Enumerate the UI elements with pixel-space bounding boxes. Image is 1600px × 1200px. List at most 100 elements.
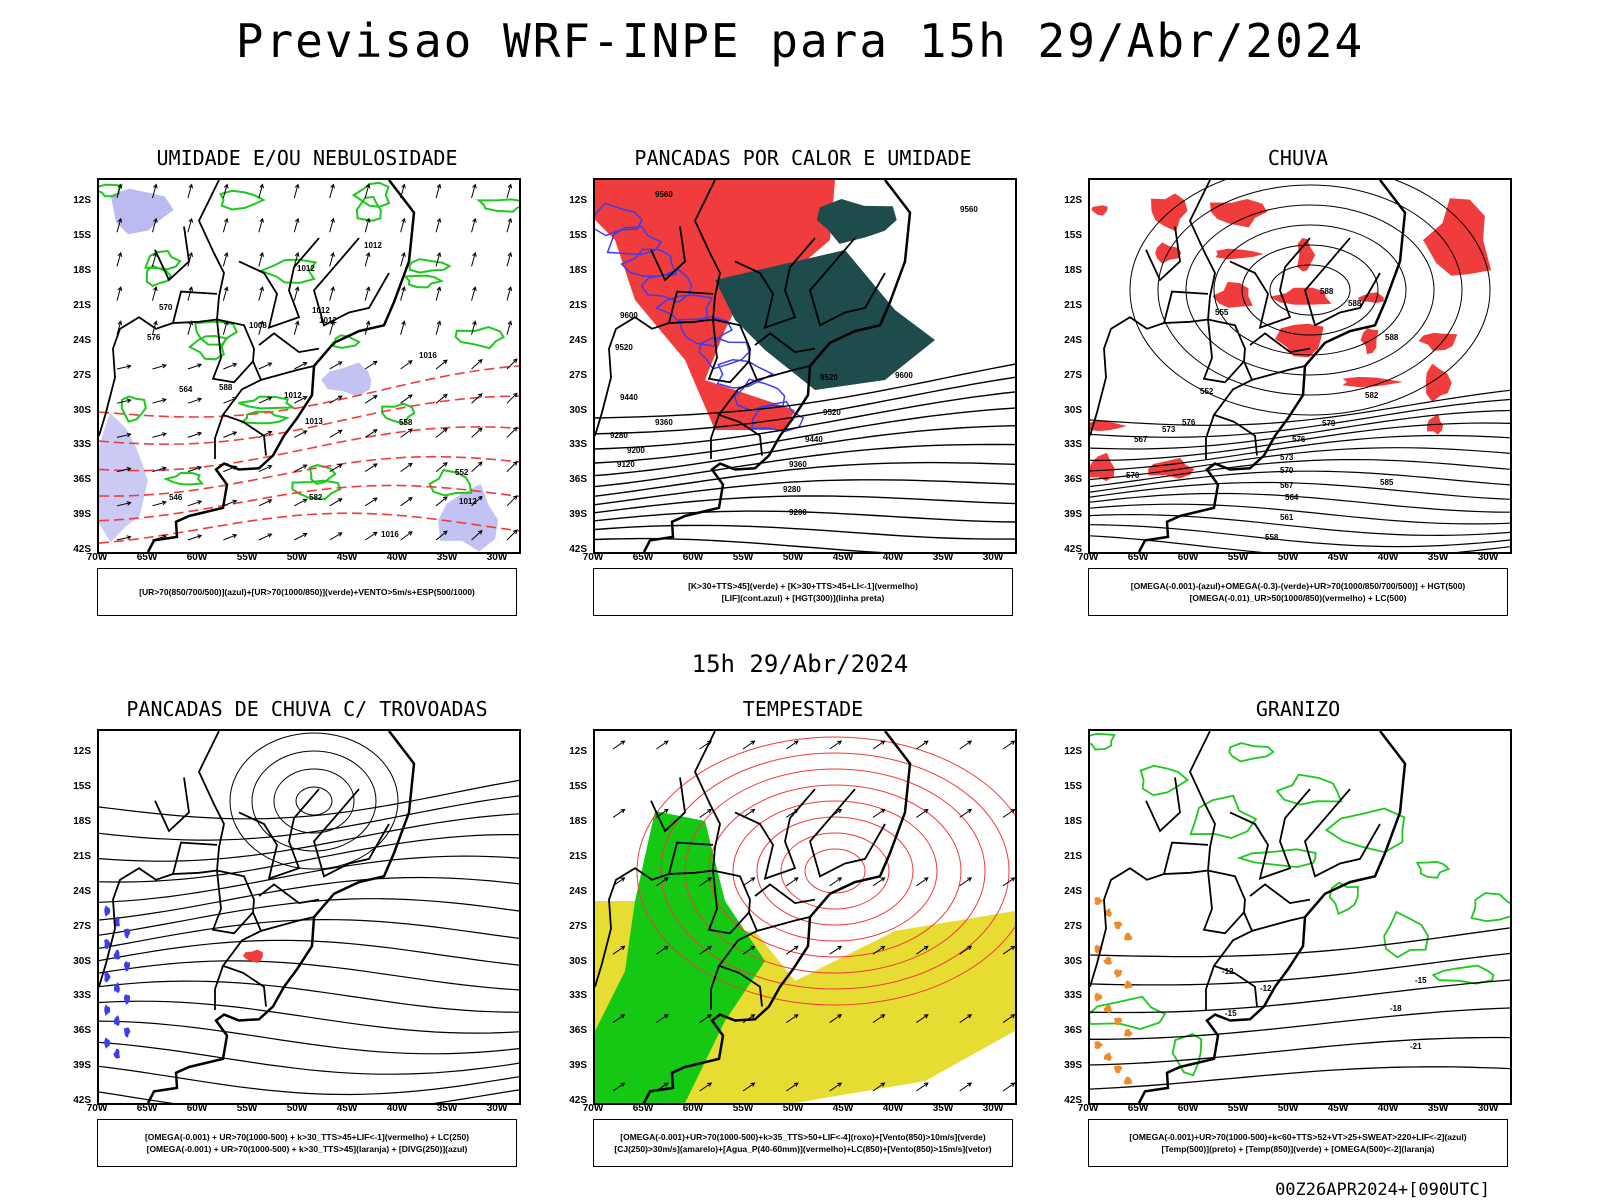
wind-vector (742, 740, 756, 750)
contour-label: 567 (1280, 481, 1294, 490)
legend-line: [OMEGA(-0.001)+UR>70(1000-500)+k<60+TTS>… (1129, 1132, 1467, 1142)
lon-tick-label: 50W (782, 552, 804, 563)
streamline (229, 732, 399, 870)
lat-tick-label: 24S (73, 885, 91, 897)
lon-tick-label: 50W (286, 1103, 308, 1114)
border-line (1205, 965, 1215, 1010)
wind-vector (222, 251, 229, 267)
wind-vector (699, 808, 713, 818)
temp850-contour (1090, 732, 1116, 751)
wind-vector (1002, 877, 1015, 887)
lat-tick-label: 18S (569, 816, 587, 827)
wind-vector (471, 320, 477, 335)
wind-vector (471, 251, 477, 267)
divergence-area (124, 928, 131, 939)
green-contour (476, 198, 519, 213)
temp500-contour (1090, 1066, 1510, 1090)
wind-vector (400, 531, 413, 541)
wind-vector (829, 740, 843, 750)
map-canvas-tempestade (595, 731, 1015, 1103)
wind-vector (506, 460, 518, 472)
wind-vector (959, 877, 973, 887)
lat-tick-label: 39S (569, 509, 587, 521)
rain-area (1357, 292, 1384, 303)
lon-tick-label: 70W (1077, 552, 1099, 563)
wind-vector (916, 945, 929, 955)
wind-vector (329, 429, 343, 438)
wind-vector (786, 1082, 799, 1092)
border-line (198, 180, 267, 456)
humidity-area (321, 362, 372, 397)
border-line (1189, 731, 1258, 1007)
wind-vector (435, 496, 448, 507)
lon-tick-label: 60W (682, 1103, 704, 1114)
contour-label: 9560 (655, 190, 673, 199)
map-canvas-umidade: 1012101210121008101210161012101310121016… (99, 180, 519, 552)
lat-tick-label: 30S (73, 955, 91, 967)
map-pancadas-calor: 9560 9560 9600 9520 9520 9440 9360 9280 9200 9120… (593, 178, 1017, 554)
temp850-contour (1275, 773, 1343, 806)
wind-vector (471, 529, 483, 541)
divergence-area (113, 981, 120, 994)
contour-label: 9360 (655, 418, 673, 427)
map-chuva: 588 588 588 585 582 579 576 573 570 567 564 561 558 5… (1088, 178, 1512, 554)
wind-vector (187, 183, 194, 199)
coastline (146, 731, 416, 1103)
contour-label: 558 (1265, 533, 1279, 542)
wind-vector (329, 532, 343, 541)
border-line (99, 316, 174, 437)
wind-vector (786, 945, 799, 955)
humidity-area (99, 412, 148, 543)
contour-label: 588 (1320, 287, 1334, 296)
wind-vector (829, 1082, 843, 1092)
border-line (260, 365, 315, 381)
lat-tick-label: 30S (569, 955, 587, 967)
border-line (1189, 180, 1258, 456)
wind-vector (293, 320, 300, 335)
green-contour (240, 410, 290, 425)
lat-tick-label: 18S (569, 265, 587, 276)
contour-label: 561 (1280, 513, 1294, 522)
contour-label: 552 (1200, 387, 1214, 396)
omega-area (1124, 932, 1133, 941)
wind-vector (506, 286, 513, 301)
green-contour (291, 479, 342, 501)
border-line (260, 916, 315, 932)
legend-granizo: [OMEGA(-0.001)+UR>70(1000-500)+k<60+TTS>… (1088, 1119, 1508, 1167)
wind-vector (364, 286, 371, 301)
legend-line: [Temp(500)](preto) + [Temp(850)](verde) … (1161, 1144, 1435, 1154)
contour-label: 9440 (805, 435, 823, 444)
wind-vector (400, 320, 406, 335)
lat-tick-label: 18S (73, 265, 91, 276)
contour-label: 9520 (820, 373, 838, 382)
lon-tick-label: 40W (882, 1103, 904, 1114)
height-contour (1090, 434, 1510, 472)
humidity-area (438, 483, 499, 552)
legend-umidade: [UR>70(850/700/500)](azul)+[UR>70(1000/8… (97, 568, 517, 616)
border-line (1090, 867, 1165, 988)
rain-area (1091, 205, 1108, 216)
wind-vector (916, 740, 929, 750)
wind-vector (151, 286, 158, 301)
contour-label: -21 (1410, 1042, 1422, 1051)
contour-label: -15 (1225, 1009, 1237, 1018)
wind-vector (294, 498, 308, 507)
wind-vector (116, 251, 123, 267)
lon-tick-label: 30W (486, 552, 508, 563)
wind-vector (506, 320, 513, 335)
lon-tick-label: 70W (582, 1103, 604, 1114)
divergence-area (104, 905, 111, 917)
divergence-area (113, 1015, 120, 1027)
wind-vector (258, 251, 264, 267)
contour-label: 9520 (615, 343, 633, 352)
border-line (154, 777, 190, 833)
wind-vector (364, 251, 371, 267)
divergence-area (104, 972, 111, 983)
contour-label: 579 (1322, 419, 1336, 428)
height-contour (595, 461, 1015, 497)
contour-label: 570 (1126, 471, 1140, 480)
temp850-contour (1415, 860, 1451, 879)
lat-tick-label: 21S (73, 299, 91, 311)
streamline (684, 768, 986, 974)
lat-tick-label: 24S (73, 334, 91, 346)
